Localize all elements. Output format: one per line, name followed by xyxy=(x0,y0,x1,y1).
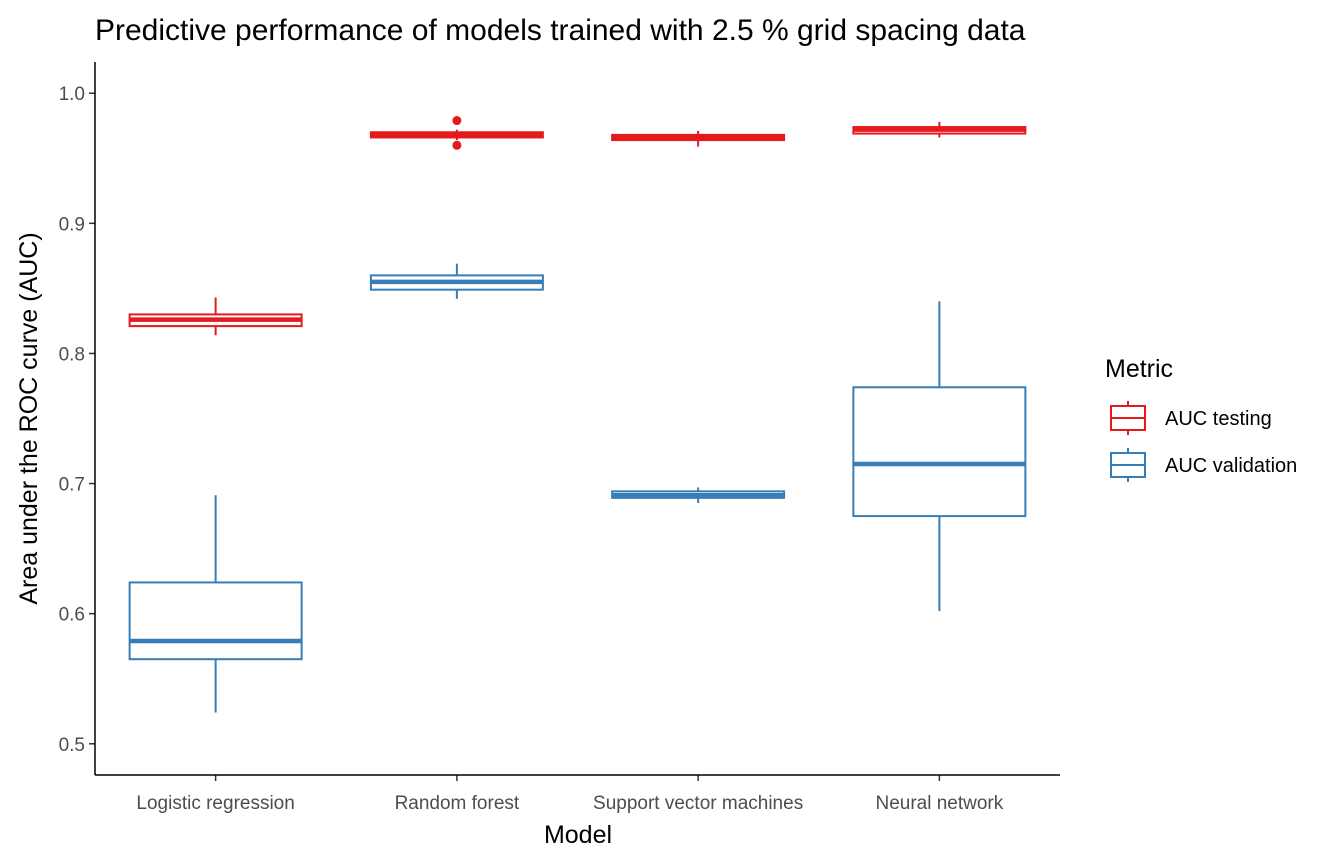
boxplot-area xyxy=(128,116,1027,713)
y-tick-label: 0.7 xyxy=(59,475,85,496)
chart-title: Predictive performance of models trained… xyxy=(95,14,1026,47)
y-axis-title: Area under the ROC curve (AUC) xyxy=(15,232,43,604)
outlier-point xyxy=(452,140,462,150)
x-axis-title: Model xyxy=(544,821,612,849)
box-group xyxy=(611,130,786,147)
legend: Metric AUC testing AUC validation xyxy=(1105,355,1297,482)
box-group xyxy=(128,297,303,336)
box xyxy=(128,581,303,661)
y-tick-label: 0.8 xyxy=(59,344,85,365)
y-tick-label: 0.6 xyxy=(59,605,85,626)
x-tick-label: Logistic regression xyxy=(136,793,294,814)
box-group xyxy=(128,495,303,713)
legend-label: AUC testing xyxy=(1165,408,1272,430)
x-tick-label: Random forest xyxy=(395,793,520,814)
legend-label: AUC validation xyxy=(1165,455,1297,477)
y-tick-label: 0.9 xyxy=(59,214,85,235)
box-group xyxy=(369,263,544,299)
x-tick-label: Support vector machines xyxy=(593,793,803,814)
legend-title: Metric xyxy=(1105,355,1173,383)
box xyxy=(852,386,1027,518)
box-group xyxy=(852,121,1027,138)
x-tick-label: Neural network xyxy=(875,793,1003,814)
box-group xyxy=(852,301,1027,612)
legend-key xyxy=(1110,448,1146,482)
outlier-point xyxy=(452,116,462,126)
box-group xyxy=(369,116,544,150)
legend-key xyxy=(1110,401,1146,435)
y-axis-ticks: 0.5 0.6 0.7 0.8 0.9 1.0 xyxy=(59,84,95,756)
x-axis-ticks: Logistic regression Random forest Support … xyxy=(136,775,1004,814)
y-tick-label: 1.0 xyxy=(59,84,85,105)
box-group xyxy=(611,487,786,504)
y-tick-label: 0.5 xyxy=(59,735,85,756)
